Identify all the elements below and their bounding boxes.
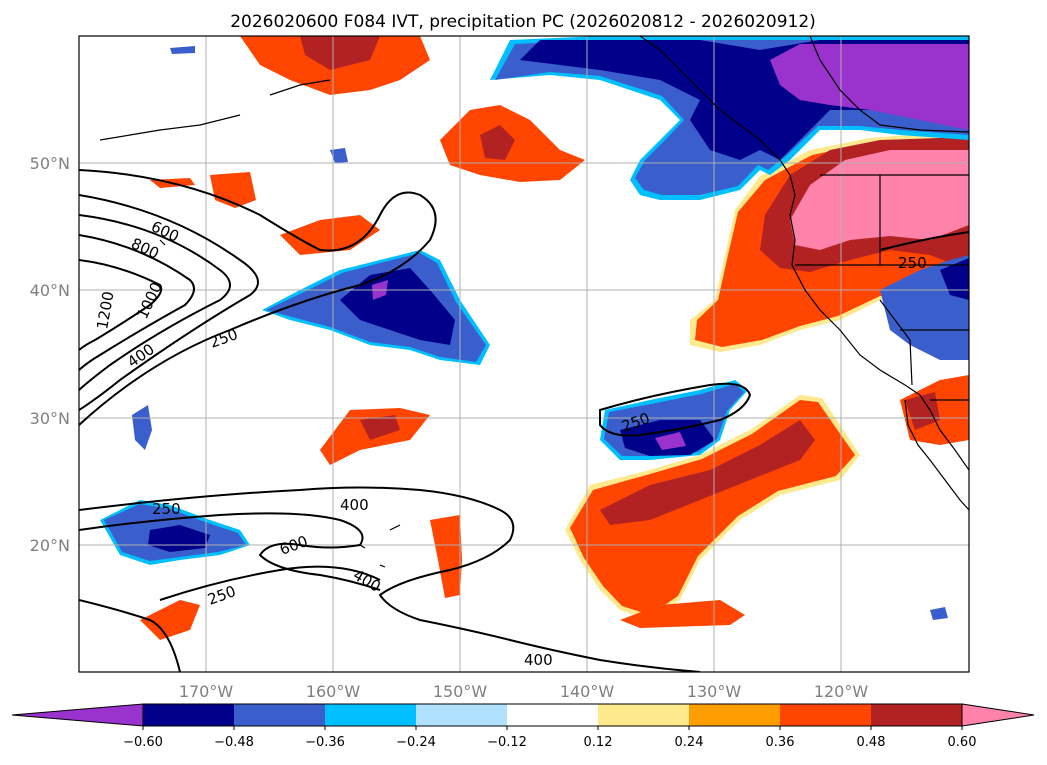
colorbar-extend-high	[961, 703, 1035, 727]
lon-label-170w: 170°W	[179, 682, 234, 701]
precip-region-hawaii-sw-orange	[140, 600, 200, 640]
precip-region-tiny-blue-2	[170, 46, 195, 54]
lat-labels: 50°N 40°N 30°N 20°N	[30, 154, 70, 555]
map-panel: 600 800 1200 1000 400 250 250 250 400 60…	[30, 35, 970, 701]
precip-region-central-orange	[280, 215, 380, 255]
precip-region-subtropical-red	[600, 420, 815, 525]
colorbar-tick-label: −0.60	[123, 735, 163, 750]
precip-region-gulf-ak-red	[300, 36, 380, 70]
ivt-contours	[79, 169, 969, 672]
colorbar: −0.60 −0.48 −0.36 −0.24 −0.12 0.12 0.24 0.36 0.4…	[11, 703, 1035, 750]
colorbar-swatch	[416, 704, 508, 726]
colorbar-swatch	[143, 704, 235, 726]
colorbar-tick-label: 0.24	[675, 735, 704, 750]
map-title: 2026020600 F084 IVT, precipitation PC (2…	[230, 12, 816, 32]
precip-region-baja-red	[905, 392, 940, 430]
precip-region-tiny-blue-1	[330, 148, 348, 163]
colorbar-tick-label: 0.12	[584, 735, 613, 750]
colorbar-tick-label: 0.60	[948, 735, 977, 750]
colorbar-tick-label: −0.24	[396, 735, 436, 750]
colorbar-tick-label: 0.36	[766, 735, 795, 750]
lon-label-160w: 160°W	[306, 682, 361, 701]
contour-label: 250	[898, 254, 927, 272]
colorbar-tick-label: −0.36	[305, 735, 345, 750]
coastlines	[99, 36, 969, 568]
lat-label-20n: 20°N	[30, 536, 70, 555]
contour-label: 400	[340, 496, 369, 514]
precip-region-ne-pacific-red	[480, 125, 515, 160]
lon-label-140w: 140°W	[560, 682, 615, 701]
precip-region-central-navy	[340, 268, 455, 345]
gridlines	[79, 36, 969, 672]
colorbar-tick-label: −0.48	[214, 735, 254, 750]
precip-region-30n-red	[360, 415, 400, 440]
precip-region-west-blue	[132, 405, 152, 450]
colorbar-tick-label: 0.48	[857, 735, 886, 750]
colorbar-frame	[142, 703, 963, 727]
colorbar-tick-label: −0.12	[487, 735, 527, 750]
contour-label: 400	[524, 651, 553, 669]
colorbar-swatch	[689, 704, 781, 726]
colorbar-swatch	[598, 704, 690, 726]
lat-label-40n: 40°N	[30, 281, 70, 300]
lon-labels: 170°W 160°W 150°W 140°W 130°W 120°W	[179, 682, 869, 701]
colorbar-swatch	[325, 704, 417, 726]
contour-labels: 600 800 1200 1000 400 250 250 250 400 60…	[93, 217, 926, 669]
colorbar-swatch	[507, 704, 599, 726]
lat-label-30n: 30°N	[30, 409, 70, 428]
lon-label-120w: 120°W	[814, 682, 869, 701]
colorbar-swatches	[11, 703, 1035, 727]
lon-label-130w: 130°W	[687, 682, 742, 701]
precip-region-sub-purple	[655, 432, 686, 450]
colorbar-swatch	[780, 704, 872, 726]
colorbar-ticks: −0.60 −0.48 −0.36 −0.24 −0.12 0.12 0.24 0.36 0.4…	[123, 726, 976, 750]
lon-label-150w: 150°W	[433, 682, 488, 701]
precip-region-hawaii-orange	[430, 515, 462, 598]
lat-label-50n: 50°N	[30, 154, 70, 173]
colorbar-extend-low	[11, 703, 144, 727]
map-frame	[78, 35, 970, 673]
precip-region-tiny-blue-3	[930, 607, 948, 620]
colorbar-swatch	[871, 704, 963, 726]
precip-region-nw-canada-purple	[770, 44, 969, 130]
colorbar-swatch	[234, 704, 326, 726]
contour-label: 250	[152, 500, 181, 518]
